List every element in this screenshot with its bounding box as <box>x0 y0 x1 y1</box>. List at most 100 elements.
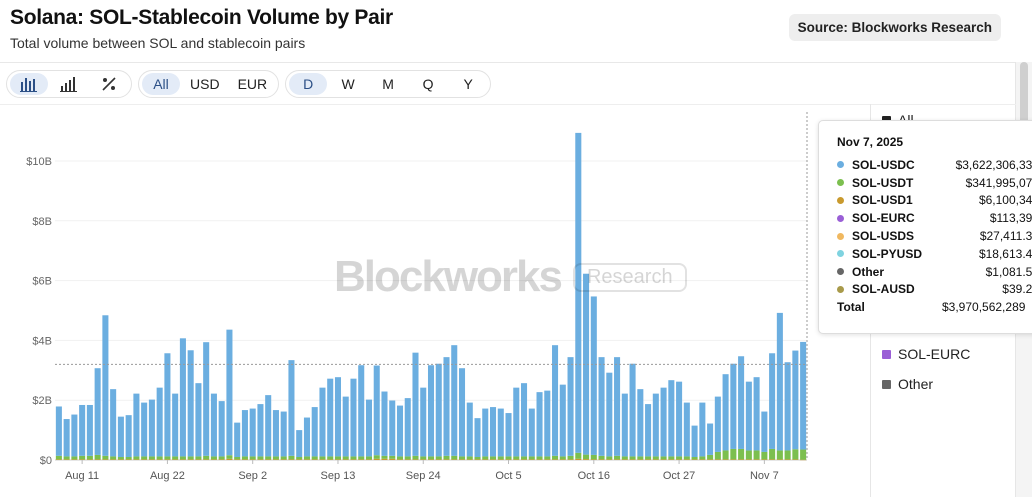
bar-segment-sol-usd1[interactable] <box>490 459 497 460</box>
bar-segment-sol-usd1[interactable] <box>691 459 698 460</box>
bar-segment-sol-usdc[interactable] <box>110 389 117 457</box>
bar-segment-sol-usdc[interactable] <box>621 393 628 457</box>
bar-segment-sol-usdc[interactable] <box>389 400 396 456</box>
bar-segment-sol-usd1[interactable] <box>164 459 171 460</box>
bar-segment-sol-usdt[interactable] <box>800 449 807 460</box>
bar-segment-sol-usdt[interactable] <box>792 449 799 460</box>
bar-segment-sol-usd1[interactable] <box>358 459 365 460</box>
bar-segment-sol-usdc[interactable] <box>745 381 752 451</box>
bar-segment-sol-usdt[interactable] <box>342 456 349 460</box>
bar-segment-sol-usd1[interactable] <box>776 459 783 460</box>
bar-segment-sol-usd1[interactable] <box>505 459 512 460</box>
bar-segment-sol-usd1[interactable] <box>451 459 458 460</box>
bar-segment-sol-usdt[interactable] <box>303 456 310 460</box>
bar-segment-sol-usd1[interactable] <box>606 459 613 460</box>
bar-segment-sol-usd1[interactable] <box>327 459 334 460</box>
bar-segment-sol-usdt[interactable] <box>583 454 590 460</box>
bar-segment-sol-usdc[interactable] <box>660 387 667 457</box>
bar-segment-sol-usd1[interactable] <box>552 459 559 460</box>
bar-segment-sol-usd1[interactable] <box>381 458 388 460</box>
interval-month-button[interactable]: M <box>382 76 394 92</box>
bar-segment-sol-usd1[interactable] <box>497 459 504 460</box>
bar-segment-sol-usd1[interactable] <box>148 459 155 460</box>
bar-segment-sol-usd1[interactable] <box>738 459 745 460</box>
bar-segment-sol-usd1[interactable] <box>458 459 466 460</box>
bar-segment-sol-usdc[interactable] <box>420 387 427 457</box>
bar-segment-sol-usdc[interactable] <box>676 381 683 457</box>
bar-segment-sol-usd1[interactable] <box>513 459 520 460</box>
currency-all-button[interactable]: All <box>142 73 180 95</box>
bar-segment-sol-usdt[interactable] <box>210 456 217 460</box>
bar-segment-sol-usd1[interactable] <box>420 459 427 460</box>
bar-segment-sol-usdt[interactable] <box>451 455 458 460</box>
bar-segment-sol-usd1[interactable] <box>598 459 605 460</box>
bar-segment-sol-usdt[interactable] <box>102 455 109 460</box>
bar-segment-sol-usdt[interactable] <box>714 451 721 460</box>
bar-segment-sol-usdt[interactable] <box>435 456 442 460</box>
bar-segment-sol-usd1[interactable] <box>668 459 675 460</box>
bar-segment-sol-usd1[interactable] <box>567 459 574 460</box>
bar-segment-sol-usdt[interactable] <box>148 456 155 460</box>
bar-segment-sol-usd1[interactable] <box>660 459 667 460</box>
bar-segment-sol-usdt[interactable] <box>606 456 613 460</box>
bar-segment-sol-usdc[interactable] <box>722 374 729 451</box>
bar-segment-sol-usdt[interactable] <box>327 456 334 460</box>
bar-segment-sol-usdt[interactable] <box>164 456 171 460</box>
bar-segment-sol-usdc[interactable] <box>55 406 62 456</box>
bar-segment-sol-usdc[interactable] <box>451 345 458 456</box>
bar-segment-sol-usdt[interactable] <box>63 456 70 460</box>
bar-segment-sol-usdt[interactable] <box>466 456 473 460</box>
bar-segment-sol-usdt[interactable] <box>776 450 783 460</box>
bar-segment-sol-usdc[interactable] <box>575 132 582 453</box>
legend-item-other[interactable]: Other <box>882 376 933 392</box>
bar-segment-sol-usdt[interactable] <box>358 456 365 460</box>
bar-segment-sol-usdt[interactable] <box>528 456 535 460</box>
bar-segment-sol-usdc[interactable] <box>614 357 621 456</box>
bar-segment-sol-usdc[interactable] <box>637 389 644 457</box>
bar-segment-sol-usdt[interactable] <box>668 456 675 460</box>
bar-segment-sol-usdc[interactable] <box>629 363 636 457</box>
bar-segment-sol-usd1[interactable] <box>296 459 303 460</box>
bar-segment-sol-usdc[interactable] <box>404 398 411 457</box>
bar-segment-sol-usdc[interactable] <box>203 342 210 456</box>
bar-segment-sol-usdt[interactable] <box>590 454 597 460</box>
bar-segment-sol-usdt[interactable] <box>598 455 605 460</box>
bar-segment-sol-usd1[interactable] <box>389 458 396 460</box>
bar-segment-sol-usdt[interactable] <box>79 455 86 460</box>
bar-segment-sol-usd1[interactable] <box>79 459 86 460</box>
bar-segment-sol-usdt[interactable] <box>761 451 768 460</box>
interval-day-button[interactable]: D <box>289 73 328 95</box>
bar-segment-sol-usd1[interactable] <box>435 459 442 460</box>
bar-segment-sol-usdc[interactable] <box>265 395 272 457</box>
bar-segment-sol-usdt[interactable] <box>738 448 745 460</box>
bar-segment-sol-usdt[interactable] <box>482 456 489 460</box>
bar-segment-sol-usdt[interactable] <box>412 455 419 460</box>
bar-segment-sol-usd1[interactable] <box>730 459 737 460</box>
bar-segment-sol-usdt[interactable] <box>427 456 435 460</box>
bar-segment-sol-usdt[interactable] <box>133 456 140 460</box>
bar-segment-sol-usdt[interactable] <box>745 450 752 460</box>
bar-segment-sol-usdt[interactable] <box>110 456 117 460</box>
bar-segment-sol-usdc[interactable] <box>668 380 675 457</box>
bar-segment-sol-usdt[interactable] <box>389 455 396 459</box>
bar-segment-sol-usd1[interactable] <box>652 459 659 460</box>
interval-quarter-button[interactable]: Q <box>422 76 434 92</box>
bar-segment-sol-usdt[interactable] <box>71 456 78 460</box>
bar-segment-sol-usd1[interactable] <box>707 459 714 460</box>
bar-segment-sol-usdc[interactable] <box>296 430 303 458</box>
bar-segment-sol-usdt[interactable] <box>629 456 636 460</box>
bar-chart-button[interactable] <box>10 73 48 95</box>
bar-segment-sol-usdc[interactable] <box>513 387 520 457</box>
bar-segment-sol-usdt[interactable] <box>86 455 93 460</box>
bar-segment-sol-usdt[interactable] <box>218 456 225 460</box>
bar-segment-sol-usdt[interactable] <box>94 454 101 460</box>
bar-segment-sol-usdt[interactable] <box>420 456 427 460</box>
bar-segment-sol-usd1[interactable] <box>637 459 644 460</box>
interval-year-button[interactable]: Y <box>463 76 473 92</box>
bar-segment-sol-usdc[interactable] <box>652 393 659 457</box>
bar-segment-sol-usdt[interactable] <box>272 456 279 460</box>
bar-segment-sol-usdt[interactable] <box>381 455 388 459</box>
bar-segment-sol-usdc[interactable] <box>606 372 613 457</box>
bar-segment-sol-usdc[interactable] <box>125 415 132 458</box>
bar-segment-sol-usdt[interactable] <box>676 456 683 460</box>
